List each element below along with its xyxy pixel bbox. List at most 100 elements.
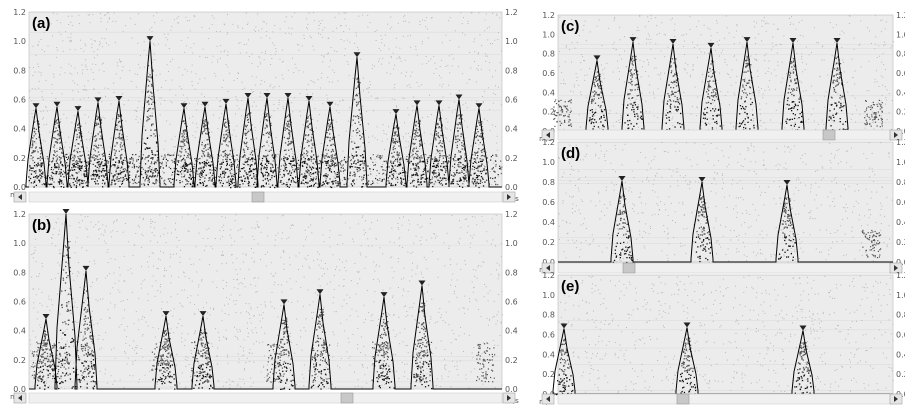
left-arrow-icon[interactable]	[546, 265, 550, 271]
y-tick-label: 1.2	[542, 11, 555, 20]
y-tick-label-right: 1.0	[505, 239, 518, 248]
envelope-peak	[196, 101, 215, 187]
y-tick-label-right: 0.4	[505, 327, 518, 336]
right-arrow-icon[interactable]	[894, 132, 898, 138]
peak-marker-icon	[32, 103, 40, 109]
y-tick-label: 0.4	[13, 125, 26, 134]
envelope-peak	[679, 322, 697, 395]
scroll-track[interactable]	[28, 191, 503, 203]
peak-marker-icon	[305, 95, 313, 101]
horizontal-scrollbar[interactable]	[541, 262, 903, 274]
y-tick-label-right: 0.4	[896, 350, 905, 359]
scroll-thumb[interactable]	[340, 392, 354, 404]
envelope-peak	[277, 299, 294, 390]
scroll-thumb[interactable]	[622, 262, 636, 274]
scroll-track[interactable]	[557, 393, 894, 405]
peak-marker-icon	[280, 299, 288, 305]
noise-bump	[862, 229, 882, 259]
peak-marker-icon	[833, 38, 841, 44]
left-arrow-icon[interactable]	[18, 395, 22, 401]
horizontal-scrollbar[interactable]	[13, 392, 516, 404]
envelope-peak	[450, 94, 469, 188]
y-tick-label-right: 0.6	[896, 69, 905, 78]
scroll-right-button[interactable]	[889, 262, 903, 274]
panel-c: 0.00.00.20.20.40.40.60.60.80.81.01.01.21…	[539, 11, 905, 143]
y-tick-label-right: 1.2	[896, 11, 905, 20]
envelope-trace	[29, 213, 502, 390]
scroll-left-button[interactable]	[541, 129, 555, 141]
right-arrow-icon[interactable]	[894, 396, 898, 402]
left-arrow-icon[interactable]	[546, 132, 550, 138]
y-tick-label-right: 0.8	[896, 311, 905, 320]
envelope-peak	[321, 101, 339, 189]
y-tick-label: 0.8	[542, 311, 555, 320]
horizontal-scrollbar[interactable]	[13, 191, 516, 203]
y-tick-label-right: 0.2	[896, 370, 905, 379]
peak-marker-icon	[42, 314, 50, 319]
noise-bump	[266, 340, 285, 383]
scroll-thumb[interactable]	[822, 129, 836, 141]
right-arrow-icon[interactable]	[894, 265, 898, 271]
peak-marker-icon	[743, 37, 751, 43]
envelope-peak	[702, 42, 721, 132]
plot-area	[557, 274, 894, 395]
scroll-track[interactable]	[557, 262, 894, 274]
horizontal-scrollbar[interactable]	[541, 393, 903, 405]
peak-marker-icon	[392, 109, 400, 115]
peak-marker-icon	[316, 289, 324, 295]
peak-marker-icon	[94, 97, 102, 103]
peak-marker-icon	[380, 292, 388, 298]
peak-marker-icon	[789, 38, 797, 44]
y-tick-label: 0.2	[542, 108, 555, 117]
y-tick-label-right: 0.8	[505, 268, 518, 277]
y-tick-label-right: 0.6	[896, 198, 905, 207]
envelope-peak	[56, 209, 77, 390]
scroll-right-button[interactable]	[502, 392, 516, 404]
y-tick-label-right: 1.2	[505, 8, 518, 17]
scroll-track[interactable]	[28, 392, 503, 404]
envelope-peak	[157, 311, 176, 390]
panel-label: (d)	[561, 145, 580, 162]
envelope-peak	[694, 177, 712, 263]
y-tick-label: 0.2	[542, 238, 555, 247]
left-arrow-icon[interactable]	[18, 194, 22, 200]
speckle-noise	[558, 275, 894, 395]
scroll-right-button[interactable]	[502, 191, 516, 203]
panel-a: 0.0 0.0 0.2 0.2 0.4 0.4 0.6 0.6 0.8 0.8 1.0 1.0 1.2 1…	[10, 8, 519, 203]
horizontal-scrollbar[interactable]	[541, 129, 903, 141]
panel-e: 0.00.00.20.20.40.40.60.60.80.81.01.01.21…	[539, 271, 905, 406]
envelope-peak	[91, 97, 108, 188]
y-tick-label: 1.2	[542, 271, 555, 280]
scroll-left-button[interactable]	[541, 393, 555, 405]
y-tick-label-right: 1.0	[505, 37, 518, 46]
left-arrow-icon[interactable]	[546, 396, 550, 402]
peak-marker-icon	[201, 101, 209, 107]
scroll-thumb[interactable]	[676, 393, 690, 405]
envelope-peak	[612, 176, 633, 264]
peak-marker-icon	[418, 280, 426, 286]
scroll-track[interactable]	[557, 129, 894, 141]
panel-label: (a)	[32, 15, 50, 32]
panel-d: 0.0 0.0 0.2 0.2 0.4 0.4 0.6 0.6 0.8 0.8 1.0 1.0 1.2 1…	[539, 138, 905, 274]
scroll-right-button[interactable]	[889, 129, 903, 141]
peak-marker-icon	[115, 95, 123, 101]
envelope-peak	[193, 311, 214, 390]
right-arrow-icon[interactable]	[507, 395, 511, 401]
peak-marker-icon	[162, 311, 170, 317]
right-arrow-icon[interactable]	[507, 194, 511, 200]
scroll-right-button[interactable]	[889, 393, 903, 405]
y-tick-label: 0.8	[542, 178, 555, 187]
scroll-left-button[interactable]	[13, 392, 27, 404]
y-tick-label: 1.0	[13, 239, 26, 248]
y-tick-label: 1.0	[13, 37, 26, 46]
y-tick-label-right: 0.4	[896, 218, 905, 227]
scroll-thumb[interactable]	[251, 191, 265, 203]
envelope-peak	[239, 93, 258, 188]
scroll-left-button[interactable]	[13, 191, 27, 203]
y-tick-label-right: 0.2	[896, 108, 905, 117]
envelope-peak	[69, 106, 88, 189]
y-tick-label: 0.4	[542, 218, 555, 227]
y-tick-label: 0.2	[13, 154, 26, 163]
scroll-left-button[interactable]	[541, 262, 555, 274]
panel-label: (c)	[561, 18, 579, 35]
